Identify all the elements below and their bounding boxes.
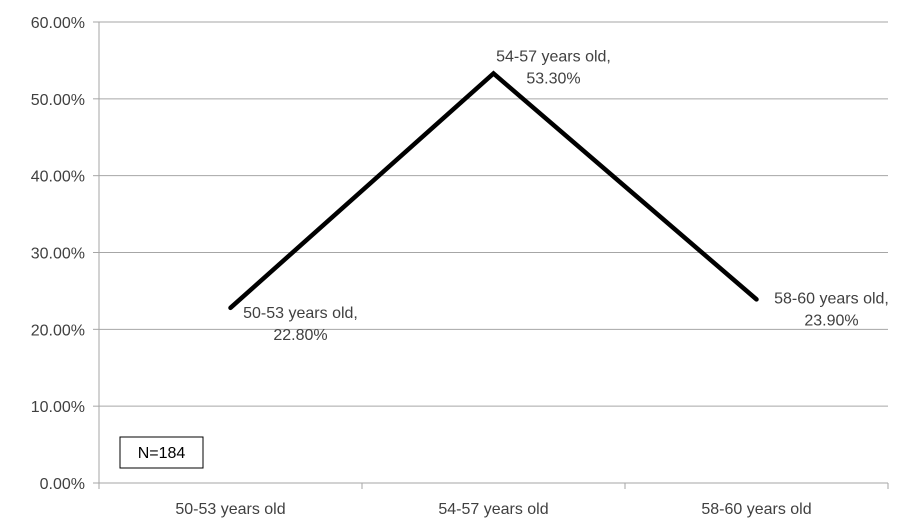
y-tick-label: 0.00% <box>40 476 85 493</box>
data-label-category: 50-53 years old, <box>243 305 358 322</box>
data-label-value: 22.80% <box>273 327 327 344</box>
data-labels: 50-53 years old, 22.80% 54-57 years old, 53… <box>243 48 889 343</box>
gridlines <box>99 21 888 407</box>
data-label-value: 23.90% <box>804 312 858 329</box>
annotation-box <box>119 436 204 469</box>
series-line <box>228 70 759 311</box>
data-label: 54-57 years old, 53.30% <box>496 48 611 87</box>
sample-size-annotation: N=184 <box>119 436 204 469</box>
y-tick-label: 50.00% <box>31 92 85 109</box>
x-tick-label: 54-57 years old <box>438 501 548 518</box>
y-tick-label: 10.00% <box>31 399 85 416</box>
series-line-path <box>228 70 759 311</box>
data-label: 58-60 years old, 23.90% <box>774 290 889 329</box>
data-label-value: 53.30% <box>526 70 580 87</box>
data-label-category: 54-57 years old, <box>496 48 611 65</box>
y-tick-label: 20.00% <box>31 322 85 339</box>
y-tick-label: 30.00% <box>31 246 85 263</box>
x-axis-tick-labels: 50-53 years old 54-57 years old 58-60 year… <box>175 501 811 518</box>
x-tick-label: 50-53 years old <box>175 501 285 518</box>
annotation-text: N=184 <box>138 445 186 462</box>
y-tick-label: 60.00% <box>31 15 85 32</box>
data-label-category: 58-60 years old, <box>774 290 889 307</box>
axes <box>93 21 889 489</box>
x-tick-label: 58-60 years old <box>701 501 811 518</box>
y-axis-tick-labels: 0.00% 10.00% 20.00% 30.00% 40.00% 50.00% 60.00… <box>31 15 85 493</box>
y-tick-label: 40.00% <box>31 169 85 186</box>
data-label: 50-53 years old, 22.80% <box>243 305 358 344</box>
